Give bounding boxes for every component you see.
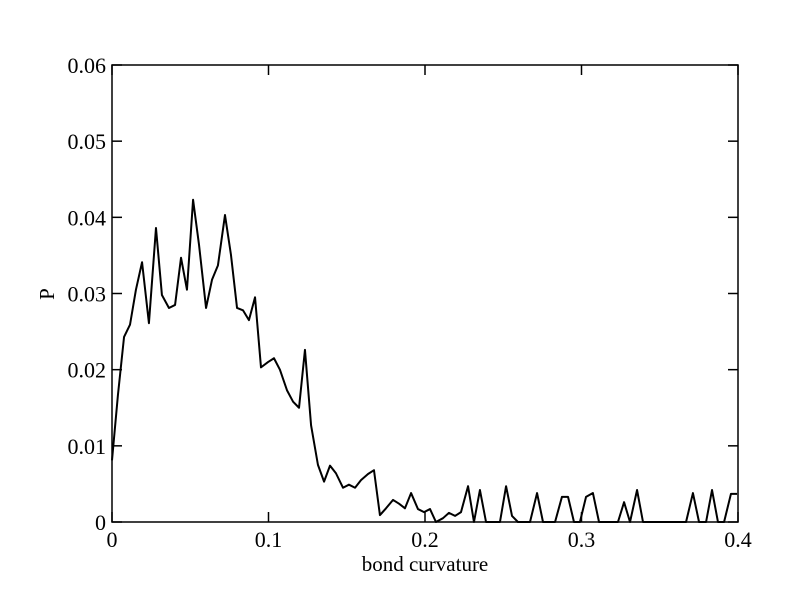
plot-frame bbox=[111, 64, 739, 523]
y-tick-label: 0.02 bbox=[68, 358, 107, 383]
y-tick-label: 0.04 bbox=[68, 205, 107, 230]
y-tick-label: 0.01 bbox=[68, 434, 107, 459]
y-tick-label: 0.03 bbox=[68, 282, 107, 307]
x-axis-label: bond curvature bbox=[362, 552, 489, 576]
x-tick-label: 0.3 bbox=[568, 527, 596, 552]
data-line bbox=[111, 198, 738, 523]
x-tick-label: 0.2 bbox=[411, 527, 439, 552]
y-tick-label: 0.06 bbox=[68, 53, 107, 78]
y-tick-label: 0 bbox=[95, 510, 106, 535]
y-axis-label: P bbox=[35, 288, 59, 300]
x-tick-label: 0.1 bbox=[255, 527, 283, 552]
x-tick-label: 0 bbox=[107, 527, 118, 552]
y-tick-label: 0.05 bbox=[68, 129, 107, 154]
x-tick-label: 0.4 bbox=[724, 527, 752, 552]
